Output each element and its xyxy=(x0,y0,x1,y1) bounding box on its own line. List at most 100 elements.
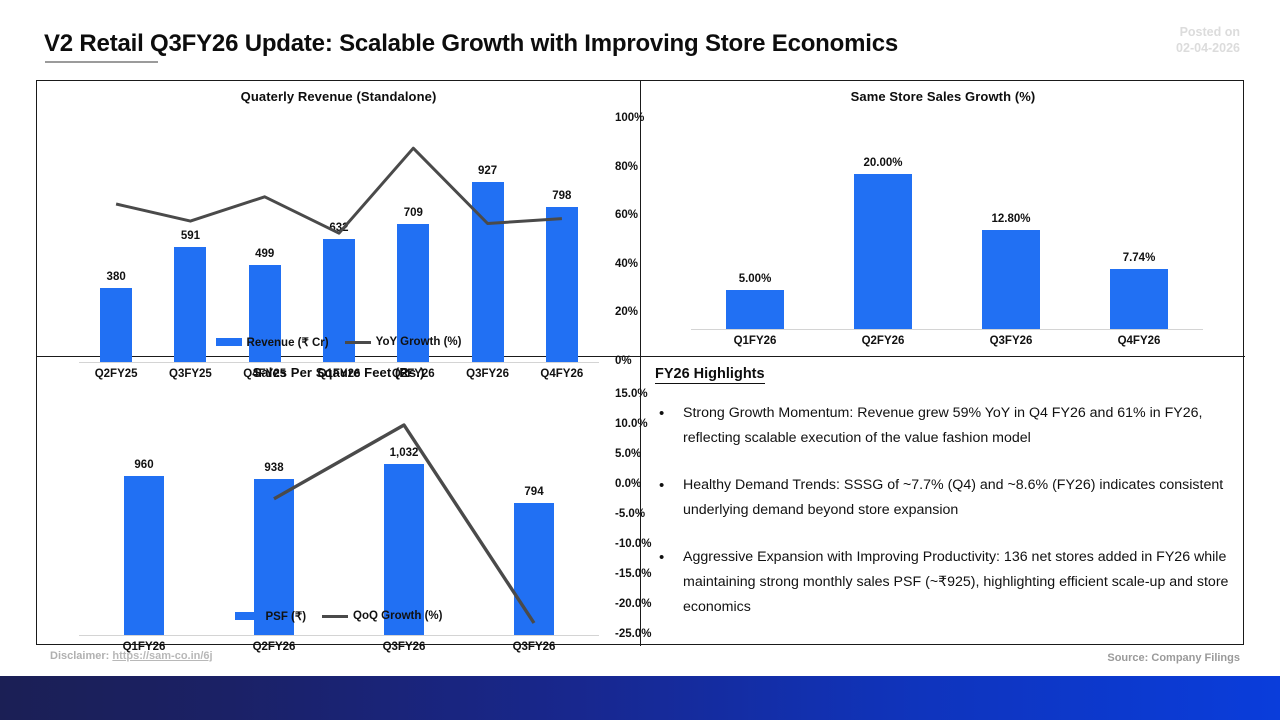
secondary-axis-tick: -20.0% xyxy=(615,598,652,610)
bar-value-label: 1,032 xyxy=(389,446,419,459)
category-label: Q4FY26 xyxy=(540,368,584,380)
bar-Q2FY26 xyxy=(254,479,294,635)
grid-horizontal-divider xyxy=(37,356,1245,357)
category-label: Q2FY26 xyxy=(252,641,296,653)
disclaimer-link[interactable]: https://sam-co.in/6j xyxy=(112,650,213,662)
bar-Q3FY26 xyxy=(384,463,424,635)
bar-value-label: 20.00% xyxy=(863,156,903,169)
highlights-list: • Strong Growth Momentum: Revenue grew 59… xyxy=(655,401,1235,642)
bar-Q4FY26 xyxy=(545,206,578,362)
bar-Q3FY25 xyxy=(174,247,207,362)
category-label: Q2FY26 xyxy=(861,335,905,347)
secondary-axis-tick: 80% xyxy=(615,160,639,173)
axis-baseline xyxy=(691,329,1203,330)
bar-value-label: 380 xyxy=(106,271,126,284)
legend-item-bar[interactable]: Revenue (₹ Cr) xyxy=(215,335,329,349)
legend-item-line[interactable]: QoQ Growth (%) xyxy=(322,610,442,622)
secondary-axis-tick: -10.0% xyxy=(615,538,652,550)
chart-panel-sales-per-square-feet: Sales Per Sqaure Feet (Rs.) 960 Q1FY26 938… xyxy=(37,357,651,653)
secondary-axis-tick: 100% xyxy=(615,112,645,124)
posted-on-label: Posted on xyxy=(1179,25,1240,39)
legend-line-swatch-icon xyxy=(344,340,371,344)
bar-value-label: 798 xyxy=(552,189,572,202)
category-label: Q3FY26 xyxy=(512,641,556,653)
bar-value-label: 12.80% xyxy=(991,212,1031,225)
secondary-axis-tick: -25.0% xyxy=(615,628,652,640)
secondary-axis-tick: 10.0% xyxy=(615,418,648,430)
line-series-plot-psf xyxy=(273,423,536,624)
legend-item-line[interactable]: YoY Growth (%) xyxy=(344,336,462,348)
legend-item-bar[interactable]: PSF (₹) xyxy=(234,609,307,623)
bar-value-label: 960 xyxy=(134,458,154,471)
bar-Q4FY26 xyxy=(1110,269,1168,329)
chart-legend-psf: PSF (₹) QoQ Growth (%) xyxy=(37,609,640,623)
category-label: Q4FY25 xyxy=(243,368,287,380)
bar-Q2FY26 xyxy=(854,173,912,329)
chart-legend-quarterly-revenue: Revenue (₹ Cr) YoY Growth (%) xyxy=(37,335,640,349)
line-series-plot-rev xyxy=(115,146,562,235)
highlight-item: • Healthy Demand Trends: SSSG of ~7.7% (Q… xyxy=(655,473,1235,523)
category-label: Q3FY25 xyxy=(169,368,212,380)
legend-line-swatch-icon xyxy=(322,614,349,618)
bar-value-label: 938 xyxy=(264,462,284,475)
dashboard-grid: Quaterly Revenue (Standalone) 380 Q2FY25 5… xyxy=(36,80,1245,653)
highlight-text: Strong Growth Momentum: Revenue grew 59%… xyxy=(683,405,1203,446)
chart-title-psf: Sales Per Sqaure Feet (Rs.) xyxy=(252,365,425,380)
secondary-axis-tick: 5.0% xyxy=(615,448,642,460)
category-label: Q1FY26 xyxy=(317,368,361,380)
bar-Q2FY25 xyxy=(100,288,133,362)
bar-value-label: 927 xyxy=(477,164,498,177)
disclaimer: Disclaimer: https://sam-co.in/6j xyxy=(50,650,213,662)
chart-title-sssg: Same Store Sales Growth (%) xyxy=(850,89,1036,104)
bar-Q1FY26 xyxy=(726,290,784,329)
secondary-axis-tick: -5.0% xyxy=(615,508,646,520)
bar-value-label: 499 xyxy=(255,247,275,260)
chart-title-quarterly-revenue: Quaterly Revenue (Standalone) xyxy=(240,89,437,104)
posted-on-block: Posted on 02-04-2026 xyxy=(1080,24,1240,56)
plot-area-psf: 960 Q1FY26 938 Q2FY26 1,032 Q3FY26 794 Q3FY26 15… xyxy=(79,388,651,653)
bar-Q3FY26 xyxy=(982,229,1040,329)
bar-value-label: 5.00% xyxy=(738,273,772,286)
category-label: Q1FY26 xyxy=(733,335,777,347)
page-header: V2 Retail Q3FY26 Update: Scalable Growth… xyxy=(0,0,1280,72)
category-label: Q3FY26 xyxy=(382,641,426,653)
highlight-text: Aggressive Expansion with Improving Prod… xyxy=(683,549,1229,615)
secondary-axis-tick: 40% xyxy=(615,257,639,270)
disclaimer-label: Disclaimer: xyxy=(50,650,110,662)
legend-label: PSF (₹) xyxy=(265,611,307,623)
fy26-highlights-panel: FY26 Highlights • Strong Growth Momentum:… xyxy=(641,357,1245,646)
title-underline-accent xyxy=(45,61,158,63)
plot-area-quarterly-revenue: 380 Q2FY25 591 Q3FY25 499 Q4FY25 632 Q1FY26 709 Q… xyxy=(79,112,644,380)
secondary-axis-tick: 15.0% xyxy=(615,388,648,400)
secondary-axis-tick: 60% xyxy=(615,209,639,222)
bar-value-label: 591 xyxy=(180,230,201,243)
highlight-text: Healthy Demand Trends: SSSG of ~7.7% (Q4… xyxy=(683,477,1224,518)
category-label: Q4FY26 xyxy=(1117,335,1161,347)
page-title: V2 Retail Q3FY26 Update: Scalable Growth… xyxy=(44,30,898,57)
secondary-axis-tick: 0% xyxy=(615,355,632,367)
bar-value-label: 7.74% xyxy=(1122,251,1156,264)
source-credit: Source: Company Filings xyxy=(1107,652,1240,664)
bullet-icon: • xyxy=(659,549,665,566)
category-label: Q1FY26 xyxy=(122,641,166,653)
grid-vertical-divider xyxy=(640,81,641,646)
axis-baseline xyxy=(79,362,599,363)
legend-label: Revenue (₹ Cr) xyxy=(246,337,329,349)
category-label: Q3FY26 xyxy=(989,335,1033,347)
chart-panel-same-store-sales-growth: Same Store Sales Growth (%) 5.00% Q1FY26 2… xyxy=(641,81,1245,356)
bullet-icon: • xyxy=(659,405,665,422)
legend-label: QoQ Growth (%) xyxy=(353,610,443,622)
secondary-axis-tick: 0.0% xyxy=(615,478,642,490)
secondary-axis-tick: 20% xyxy=(615,306,639,319)
legend-bar-swatch-icon xyxy=(215,338,242,346)
secondary-axis-tick: -15.0% xyxy=(615,568,652,580)
posted-on-date: 02-04-2026 xyxy=(1176,41,1240,55)
category-label: Q3FY26 xyxy=(466,368,509,380)
bullet-icon: • xyxy=(659,477,665,494)
chart-panel-quarterly-revenue: Quaterly Revenue (Standalone) 380 Q2FY25 5… xyxy=(37,81,644,380)
legend-bar-swatch-icon xyxy=(234,612,261,620)
highlights-heading: FY26 Highlights xyxy=(655,366,765,384)
bar-Q1FY26 xyxy=(124,475,164,635)
highlight-item: • Aggressive Expansion with Improving Pro… xyxy=(655,545,1235,620)
legend-label: YoY Growth (%) xyxy=(375,336,462,348)
